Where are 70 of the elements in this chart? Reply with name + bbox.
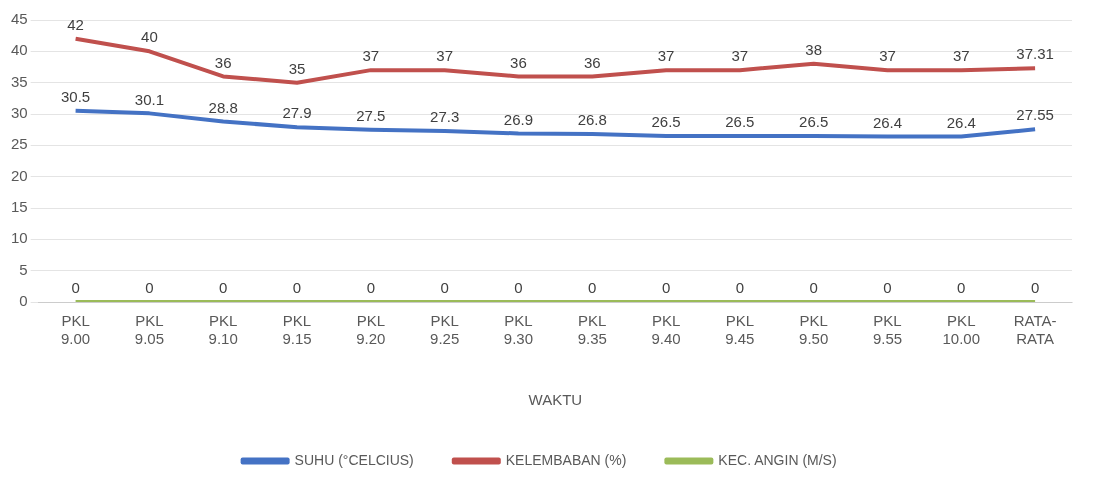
data-label: 27.3 <box>430 108 460 126</box>
y-tick-label: 10 <box>11 229 28 247</box>
x-tick-label: PKL 9.35 <box>577 312 607 348</box>
data-label: 36 <box>510 53 527 71</box>
data-label: 0 <box>809 279 818 297</box>
x-tick-label: PKL 9.40 <box>651 312 681 348</box>
legend-label: KELEMBABAN (%) <box>505 451 627 468</box>
data-label: 0 <box>366 279 375 297</box>
y-tick-label: 40 <box>11 41 28 59</box>
data-label: 0 <box>661 279 671 297</box>
data-label: 42 <box>67 15 84 33</box>
x-tick-label: PKL 9.10 <box>208 312 238 348</box>
data-label: 37 <box>952 47 970 65</box>
x-tick-label: PKL 9.45 <box>725 312 755 348</box>
y-tick-label: 25 <box>11 135 28 153</box>
data-label: 0 <box>883 279 892 297</box>
data-label: 38 <box>805 41 823 59</box>
y-tick-label: 30 <box>11 104 28 122</box>
y-tick-label: 35 <box>11 72 28 90</box>
y-tick-label: 15 <box>11 198 28 216</box>
data-label: 37 <box>436 47 453 65</box>
data-label: 26.5 <box>651 113 681 131</box>
x-tick-label: PKL 9.05 <box>134 312 164 348</box>
data-label: 30.1 <box>134 90 164 108</box>
data-label: 35 <box>288 59 306 77</box>
y-tick-label: 45 <box>11 10 28 28</box>
x-tick-label: PKL 10.00 <box>942 312 981 348</box>
x-tick-label: PKL 9.25 <box>430 312 460 348</box>
x-tick-label: PKL 9.55 <box>872 312 903 348</box>
data-label: 36 <box>214 53 232 71</box>
data-label: 40 <box>141 28 158 46</box>
data-label: 0 <box>1030 279 1040 297</box>
data-label: 0 <box>588 279 597 297</box>
x-tick-label: PKL 9.30 <box>503 312 534 348</box>
data-label: 0 <box>145 279 154 297</box>
data-label: 0 <box>71 279 80 297</box>
x-tick-label: PKL 9.20 <box>356 312 386 348</box>
data-label: 28.8 <box>208 98 238 116</box>
data-label: 26.4 <box>872 113 903 131</box>
data-label: 37 <box>657 47 675 65</box>
data-label: 26.5 <box>799 113 829 131</box>
data-label: 0 <box>514 279 523 297</box>
legend-label: KEC. ANGIN (M/S) <box>718 451 837 468</box>
data-label: 0 <box>219 279 228 297</box>
data-label: 0 <box>292 279 302 297</box>
data-label: 0 <box>440 279 449 297</box>
x-tick-label: PKL 9.50 <box>799 312 829 348</box>
data-label: 37.31 <box>1016 45 1054 63</box>
data-label: 37 <box>879 47 896 65</box>
x-tick-label: PKL 9.15 <box>282 312 312 348</box>
x-tick-label: RATA-RATA <box>1013 312 1057 348</box>
data-label: 0 <box>735 279 745 297</box>
data-label: 26.9 <box>503 110 534 128</box>
data-label: 26.4 <box>946 113 976 131</box>
data-label: 30.5 <box>60 88 91 106</box>
data-label: 26.5 <box>725 113 755 131</box>
data-label: 0 <box>957 279 966 297</box>
data-label: 37 <box>362 47 380 65</box>
data-label: 36 <box>583 53 601 71</box>
data-label: 27.55 <box>1016 106 1054 124</box>
data-label: 26.8 <box>577 111 607 129</box>
legend-label: SUHU (°CELCIUS) <box>294 451 414 468</box>
data-label: 27.9 <box>282 104 312 122</box>
data-label: 37 <box>731 47 749 65</box>
data-label: 27.5 <box>356 106 386 124</box>
x-tick-label: PKL 9.00 <box>60 312 91 348</box>
y-tick-label: 0 <box>19 292 28 310</box>
x-axis-title: WAKTU <box>528 391 583 409</box>
y-tick-label: 20 <box>11 166 28 184</box>
y-tick-label: 5 <box>19 260 28 278</box>
